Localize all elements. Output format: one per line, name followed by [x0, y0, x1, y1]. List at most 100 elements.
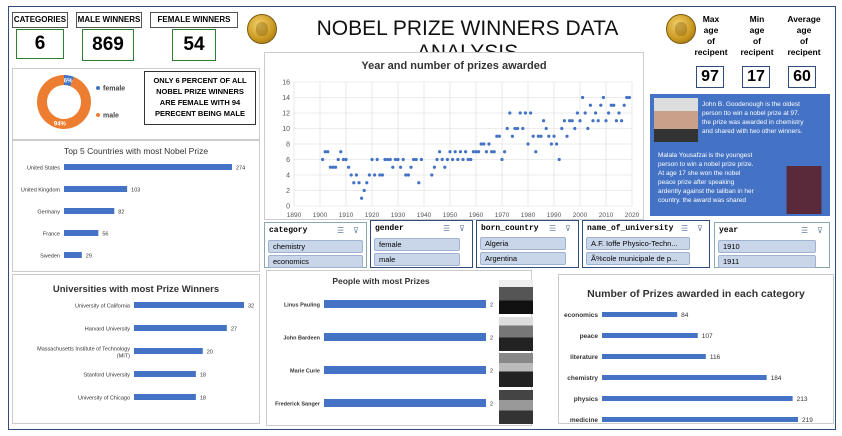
people-title: People with most Prizes — [332, 276, 430, 286]
y-tick-label: 6 — [286, 157, 290, 164]
scatter-point — [612, 103, 616, 107]
multi-select-icon[interactable]: ☰ — [549, 224, 557, 233]
bar-data-label: 82 — [118, 210, 124, 216]
scatter-point — [549, 142, 553, 146]
bar-category-label: United Kingdom — [21, 188, 61, 194]
countries-title: Top 5 Countries with most Nobel Prize — [63, 146, 209, 156]
max-age-label: Max age of recipent — [694, 14, 728, 57]
nobel-medal-icon — [247, 14, 277, 44]
scatter-point — [448, 150, 452, 154]
multi-select-icon[interactable]: ☰ — [337, 226, 345, 235]
min-age-value: 17 — [742, 66, 770, 88]
male-winners-value: 869 — [82, 29, 134, 61]
bar-data-label: 2 — [490, 369, 493, 375]
born-country-slicer[interactable]: born_country ☰ ⊽ Algeria Argentina — [476, 220, 579, 268]
bar — [324, 399, 486, 407]
bar-category-label: peace — [580, 333, 599, 340]
scatter-point — [388, 157, 392, 162]
clear-filter-icon[interactable]: ⊽ — [565, 224, 571, 233]
bar-category-label: economics — [564, 312, 598, 319]
scatter-point — [503, 150, 507, 154]
scatter-point — [357, 181, 361, 185]
scatter-point — [521, 126, 525, 131]
bar — [134, 325, 227, 331]
gender-item-female[interactable]: female — [374, 238, 460, 251]
y-tick-label: 16 — [282, 80, 290, 87]
scatter-point — [542, 119, 546, 123]
scatter-point — [445, 157, 449, 162]
bar-data-label: 18 — [200, 396, 206, 402]
scatter-point — [396, 157, 400, 162]
scatter-point — [539, 134, 543, 138]
clear-filter-icon[interactable]: ⊽ — [697, 224, 703, 233]
bar-category-label: physics — [574, 396, 599, 403]
female-winners-label: FEMALE WINNERS — [150, 12, 238, 28]
gender-item-male[interactable]: male — [374, 253, 460, 266]
year-slicer[interactable]: year ☰ ⊽ 1910 1911 — [714, 222, 830, 268]
university-slicer-header: name_of_university — [587, 224, 674, 233]
scatter-point — [518, 111, 522, 115]
scatter-point — [586, 126, 590, 131]
bar-category-label: United States — [27, 166, 60, 172]
bar-data-label: 2 — [490, 402, 493, 408]
bar — [602, 312, 678, 317]
category-slicer[interactable]: category ☰ ⊽ chemistry economics — [264, 222, 367, 268]
bar — [602, 333, 698, 338]
scatter-point — [495, 134, 499, 138]
bar — [64, 252, 82, 258]
university-item-ioffe[interactable]: A.F. Ioffe Physico-Techn... — [586, 237, 690, 250]
university-slicer[interactable]: name_of_university ☰ ⊽ A.F. Ioffe Physic… — [582, 220, 710, 268]
x-tick-label: 1950 — [443, 212, 458, 219]
bar-data-label: 18 — [200, 373, 206, 379]
scatter-point — [391, 165, 395, 169]
multi-select-icon[interactable]: ☰ — [801, 226, 809, 235]
female-winners-value: 54 — [172, 29, 216, 61]
multi-select-icon[interactable]: ☰ — [443, 224, 451, 233]
bar-category-label: Sweden — [40, 254, 60, 260]
top-countries-bar-chart: United States 274 United Kingdom 103 Germany… — [21, 164, 245, 260]
multi-select-icon[interactable]: ☰ — [681, 224, 689, 233]
scatter-point — [380, 173, 384, 177]
category-item-economics[interactable]: economics — [268, 255, 363, 268]
bar — [134, 302, 244, 308]
x-tick-label: 1980 — [521, 212, 536, 219]
scatter-point — [443, 165, 447, 169]
bar-category-label: literature — [570, 354, 598, 361]
scatter-point — [367, 173, 371, 177]
malala-text: Malala Yousafzai is the youngest person t… — [658, 152, 754, 204]
scatter-point — [321, 157, 325, 162]
bar-data-label: 2 — [490, 303, 493, 309]
malala-photo — [782, 166, 826, 214]
bar-category-label: John Bardeen — [283, 336, 320, 342]
scatter-point — [438, 150, 442, 154]
clear-filter-icon[interactable]: ⊽ — [353, 226, 359, 235]
legend-marker-female — [96, 86, 100, 90]
bar — [324, 366, 486, 374]
category-item-chemistry[interactable]: chemistry — [268, 240, 363, 253]
x-tick-label: 1900 — [313, 212, 328, 219]
university-item-ecole[interactable]: Ã%cole municipale de p... — [586, 252, 690, 265]
scatter-point — [500, 157, 504, 162]
clear-filter-icon[interactable]: ⊽ — [817, 226, 823, 235]
scatter-point — [627, 95, 631, 100]
year-slicer-header: year — [719, 226, 739, 235]
scatter-point — [609, 103, 613, 107]
bar-data-label: 184 — [771, 375, 782, 382]
scatter-point — [555, 142, 559, 146]
born-country-slicer-header: born_country — [481, 224, 539, 233]
clear-filter-icon[interactable]: ⊽ — [459, 224, 465, 233]
bar — [324, 300, 486, 308]
born-country-item-algeria[interactable]: Algeria — [480, 237, 566, 250]
bar — [64, 186, 128, 192]
scatter-point — [557, 157, 561, 162]
scatter-point — [406, 173, 410, 177]
scatter-point — [516, 126, 520, 131]
gender-slicer[interactable]: gender ☰ ⊽ female male — [370, 220, 473, 268]
year-item-1910[interactable]: 1910 — [718, 240, 816, 253]
scatter-point — [534, 150, 538, 154]
scatter-point — [490, 150, 494, 154]
bar — [64, 164, 232, 170]
born-country-item-argentina[interactable]: Argentina — [480, 252, 566, 265]
year-item-1911[interactable]: 1911 — [718, 255, 816, 268]
scatter-point — [393, 157, 397, 162]
